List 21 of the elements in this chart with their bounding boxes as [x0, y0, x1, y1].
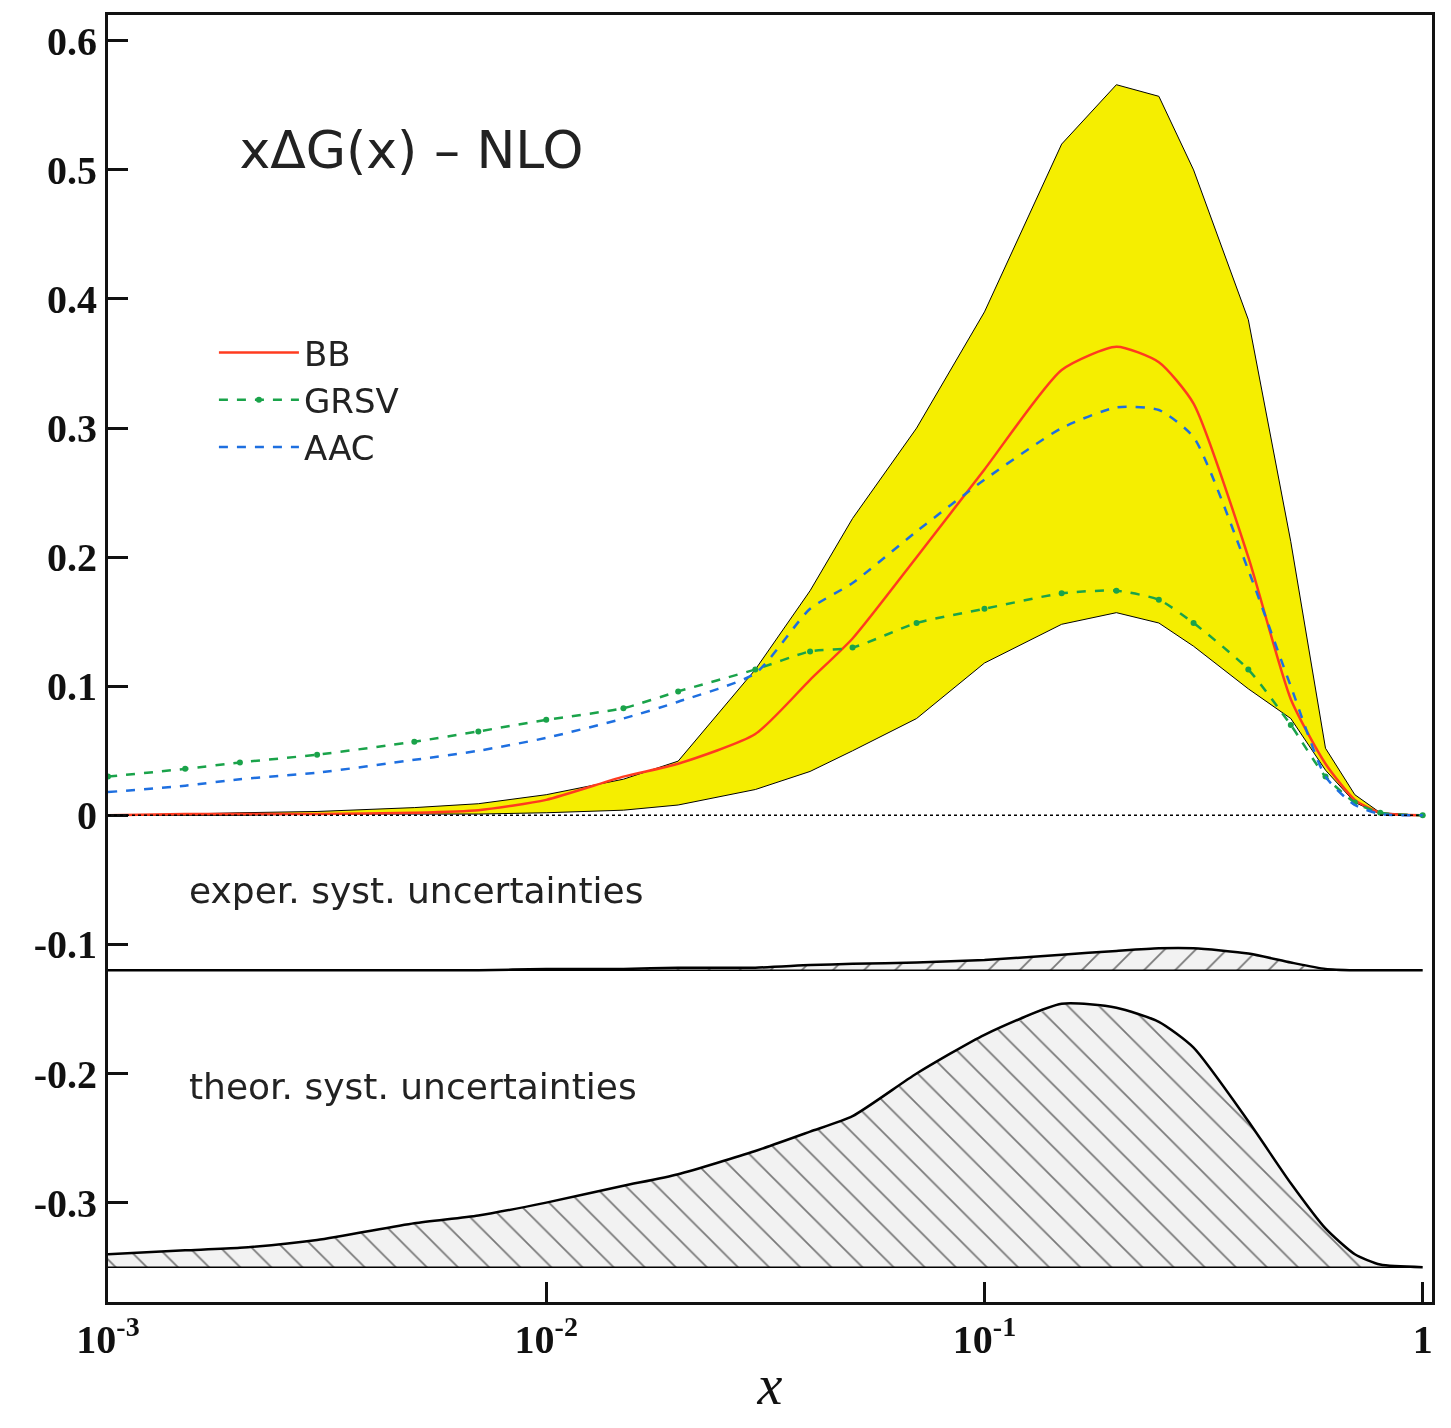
y-tick-label: 0.5	[47, 147, 97, 193]
text: xΔG(x) – NLO	[239, 120, 584, 181]
y-tick-label: 0.1	[47, 664, 97, 710]
annotation: theor. syst. uncertainties	[189, 1066, 637, 1107]
annotation: exper. syst. uncertainties	[189, 870, 644, 911]
y-tick-label: 0.3	[47, 406, 97, 452]
y-tick-label: 0	[77, 793, 97, 839]
legend-label: AAC	[303, 428, 375, 469]
y-tick-label: -0.2	[33, 1051, 97, 1097]
y-tick-label: 0.4	[47, 276, 97, 322]
x-tick-label: 10$^{-3}$	[76, 1311, 140, 1362]
y-tick-label: 0.6	[47, 18, 97, 64]
x-tick-label: 10$^{-1}$	[952, 1311, 1017, 1362]
y-tick-label: -0.1	[33, 922, 97, 968]
legend-label: GRSV	[303, 380, 399, 421]
legend-label: BB	[303, 333, 351, 374]
x-tick-label: 1	[1412, 1317, 1433, 1362]
y-tick-label: -0.3	[33, 1180, 97, 1226]
x-axis-title: x	[756, 1353, 783, 1416]
y-tick-label: 0.2	[47, 535, 97, 581]
x-tick-label: 10$^{-2}$	[514, 1311, 578, 1362]
